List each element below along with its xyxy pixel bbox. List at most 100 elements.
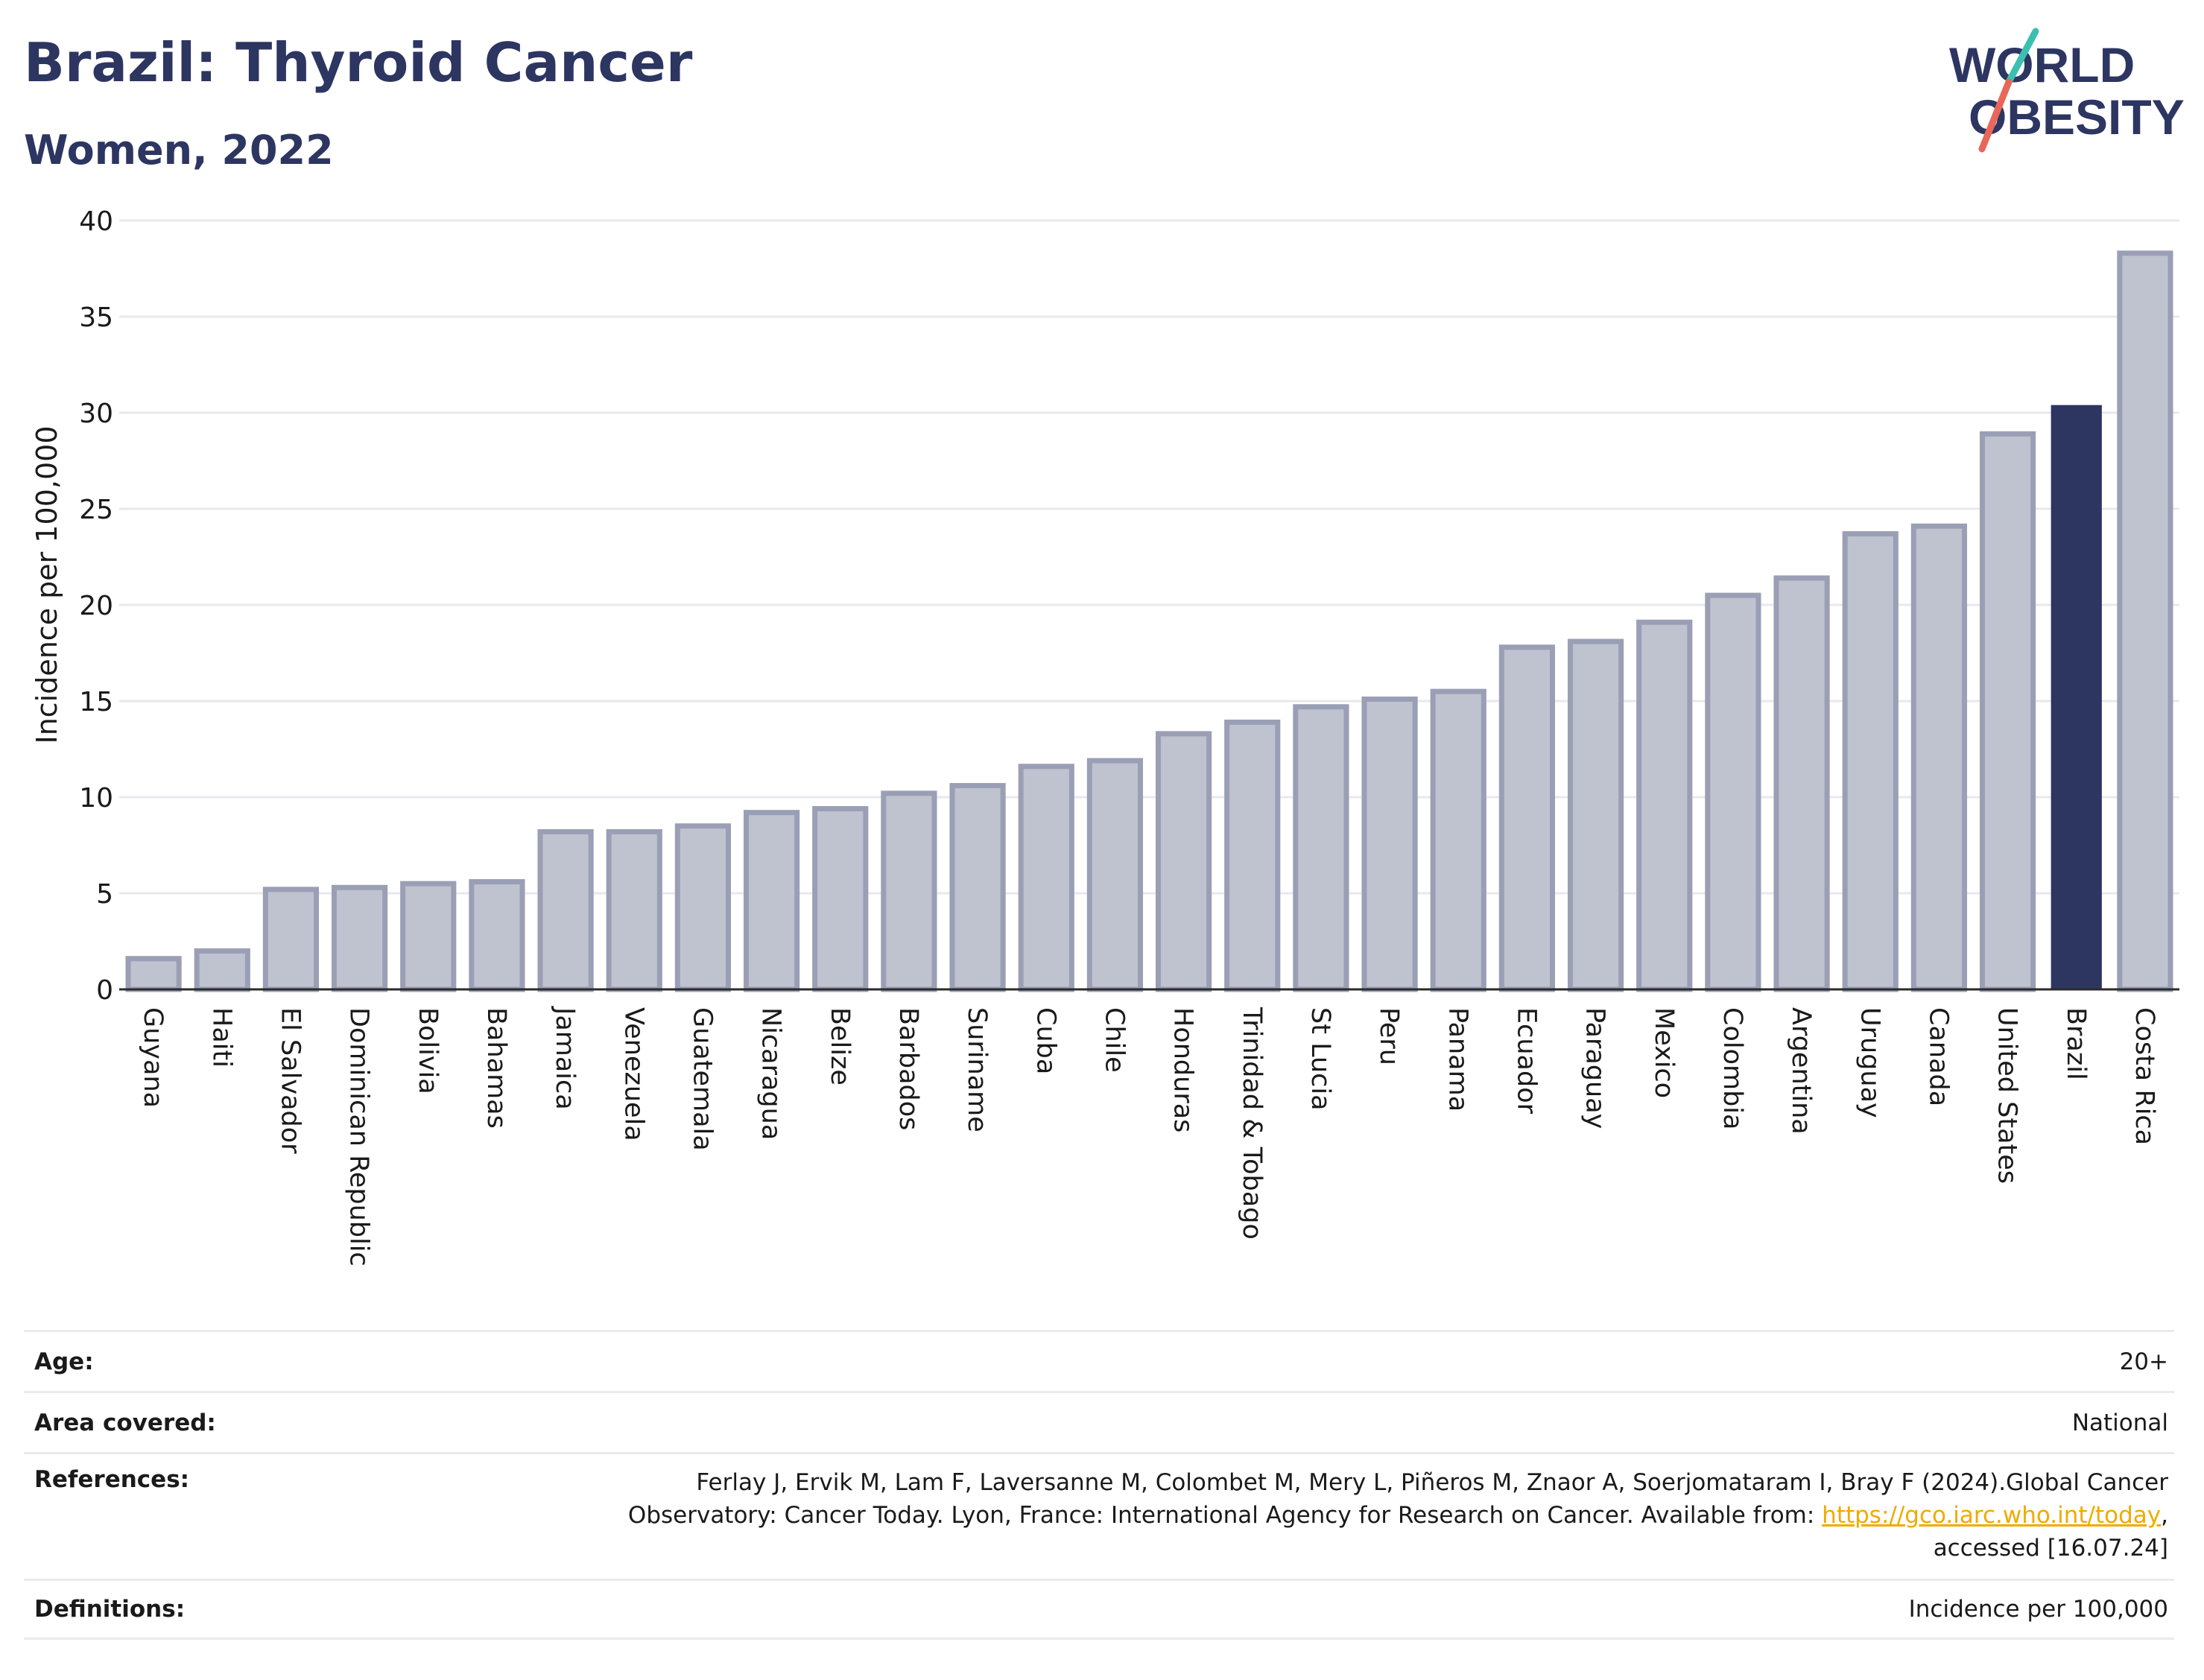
bar-jamaica (537, 828, 594, 992)
bar-trinidad-tobago (1224, 719, 1281, 992)
x-tick-label: Costa Rica (2129, 1007, 2159, 1145)
bar-guatemala (674, 823, 732, 992)
logo-slash-top (2005, 28, 2039, 86)
x-tick-label: Venezuela (618, 1007, 648, 1141)
info-row-references: References: Ferlay J, Ervik M, Lam F, La… (24, 1452, 2174, 1579)
x-tick-label: Panama (1443, 1007, 1472, 1112)
y-tick-label: 25 (79, 495, 113, 525)
y-tick-label: 15 (79, 687, 113, 717)
x-tick-label: Haiti (206, 1007, 236, 1068)
x-tick-label: Dominican Republic (344, 1007, 374, 1267)
bar-brazil (2051, 405, 2102, 989)
x-tick-label: Belize (825, 1007, 855, 1085)
references-line1: Ferlay J, Ervik M, Lam F, Laversanne M, … (696, 1469, 2168, 1496)
y-tick-label: 5 (96, 879, 113, 910)
info-row-age: Age: 20+ (24, 1330, 2174, 1391)
info-row-definitions: Definitions: Incidence per 100,000 (24, 1579, 2174, 1640)
bar-canada (1910, 523, 1968, 992)
references-line3: accessed [16.07.24] (1933, 1535, 2168, 1562)
bar-chile (1086, 758, 1144, 992)
bar-costa-rica (2117, 250, 2173, 992)
references-link[interactable]: https://gco.iarc.who.int/today (1822, 1502, 2162, 1529)
x-tick-label: Bahamas (481, 1007, 511, 1129)
x-tick-label: El Salvador (275, 1007, 305, 1154)
logo-slash-bottom (1978, 78, 2013, 153)
logo-line1: WORLD (1949, 37, 2135, 92)
bar-dominican-republic (331, 884, 388, 992)
x-tick-label: Barbados (893, 1007, 923, 1130)
bar-uruguay (1842, 531, 1899, 992)
x-tick-label: Guatemala (687, 1007, 717, 1151)
bars (119, 250, 2179, 992)
bar-belize (812, 805, 869, 992)
area-value: National (2071, 1409, 2168, 1436)
bar-nicaragua (743, 810, 800, 992)
bar-colombia (1705, 592, 1761, 992)
definitions-value: Incidence per 100,000 (1908, 1596, 2168, 1623)
x-tick-label: Brazil (2061, 1007, 2091, 1080)
bar-panama (1430, 688, 1486, 992)
references-line2: Observatory: Cancer Today. Lyon, France:… (628, 1499, 2168, 1532)
bar-guyana (125, 956, 182, 992)
bar-st-lucia (1293, 704, 1349, 992)
bar-venezuela (606, 828, 662, 992)
x-tick-label: Bolivia (413, 1007, 443, 1094)
y-tick-label: 40 (79, 206, 113, 237)
bar-argentina (1773, 575, 1830, 992)
world-obesity-logo: WORLD OBESITY (1949, 28, 2185, 153)
x-tick-label: Jamaica (550, 1006, 580, 1110)
x-tick-label: Nicaragua (756, 1007, 786, 1140)
x-tick-label: Chile (1099, 1007, 1129, 1073)
info-table: Age: 20+ Area covered: National Referenc… (24, 1330, 2174, 1640)
references-after-link: , (2161, 1502, 2168, 1529)
x-tick-label: Canada (1923, 1007, 1953, 1106)
bar-mexico (1636, 619, 1693, 992)
bar-bolivia (400, 881, 457, 992)
y-tick-label: 10 (79, 783, 113, 814)
age-label: Age: (34, 1348, 94, 1375)
y-tick-label: 20 (79, 591, 113, 621)
bar-cuba (1018, 764, 1074, 992)
x-tick-label: Guyana (138, 1007, 168, 1108)
x-tick-label: Mexico (1649, 1007, 1679, 1098)
x-tick-label: Uruguay (1855, 1007, 1884, 1118)
bar-chart: 0 5 10 15 20 25 30 35 40 Guyana Haiti El Salvador D… (31, 206, 2179, 1267)
x-tick-label: Trinidad & Tobago (1237, 1007, 1267, 1240)
references-line2-text: Observatory: Cancer Today. Lyon, France:… (627, 1502, 1823, 1529)
page-subtitle: Women, 2022 (24, 127, 334, 174)
x-tick-labels: Guyana Haiti El Salvador Dominican Republic… (138, 1006, 2159, 1267)
x-tick-label: Colombia (1717, 1007, 1747, 1129)
bar-paraguay (1567, 638, 1624, 992)
x-tick-label: Ecuador (1511, 1007, 1541, 1115)
y-tick-label: 0 (96, 975, 113, 1006)
bar-haiti (194, 948, 250, 992)
x-tick-label: Peru (1374, 1007, 1404, 1065)
y-tick-label: 30 (79, 399, 113, 429)
bar-suriname (949, 783, 1006, 992)
x-tick-label: Cuba (1030, 1007, 1060, 1074)
area-label: Area covered: (34, 1409, 216, 1436)
y-tick-labels: 0 5 10 15 20 25 30 35 40 (79, 206, 113, 1006)
bar-peru (1361, 696, 1418, 992)
page-title: Brazil: Thyroid Cancer (24, 31, 693, 94)
y-tick-label: 35 (79, 302, 113, 333)
age-value: 20+ (2119, 1348, 2168, 1375)
bar-el-salvador (262, 887, 320, 992)
bar-honduras (1155, 731, 1212, 992)
bar-bahamas (469, 879, 525, 992)
x-tick-label: United States (1992, 1007, 2022, 1184)
info-row-area: Area covered: National (24, 1391, 2174, 1452)
gridlines (119, 219, 2179, 895)
bar-united-states (1979, 431, 2036, 992)
definitions-label: Definitions: (34, 1596, 186, 1623)
bar-barbados (881, 790, 937, 992)
x-tick-label: Paraguay (1580, 1007, 1610, 1129)
x-tick-label: St Lucia (1305, 1007, 1335, 1111)
x-tick-label: Suriname (962, 1007, 992, 1132)
references-value: Ferlay J, Ervik M, Lam F, Laversanne M, … (628, 1466, 2174, 1565)
references-label: References: (34, 1466, 190, 1493)
x-tick-label: Honduras (1168, 1007, 1198, 1132)
y-axis-label: Incidence per 100,000 (31, 425, 63, 744)
bar-ecuador (1498, 644, 1556, 992)
x-tick-label: Argentina (1786, 1007, 1816, 1135)
